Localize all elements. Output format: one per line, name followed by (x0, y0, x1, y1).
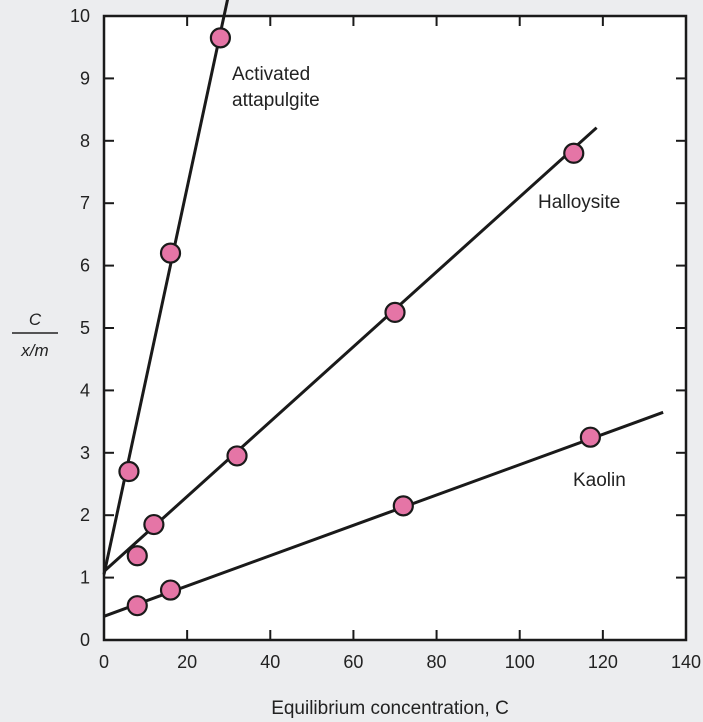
data-point (392, 495, 414, 517)
x-tick-label: 80 (427, 652, 447, 672)
data-point (384, 301, 406, 323)
plot-area-border (102, 14, 688, 642)
data-point (118, 460, 140, 483)
series-label: Kaolin (573, 470, 626, 491)
y-tick-label: 3 (80, 443, 90, 463)
y-axis-label-denominator: x/m (20, 341, 48, 360)
x-tick-label: 20 (177, 652, 197, 672)
y-tick-label: 4 (80, 380, 90, 400)
x-tick-label: 60 (343, 652, 363, 672)
y-tick-label: 9 (80, 68, 90, 88)
y-tick-label: 2 (80, 505, 90, 525)
plot-frame (102, 14, 688, 642)
data-markers (118, 27, 601, 617)
y-tick-label: 1 (80, 568, 90, 588)
y-tick-label: 0 (80, 630, 90, 650)
y-tick-label: 8 (80, 131, 90, 151)
data-point (159, 579, 182, 601)
data-point (126, 595, 148, 617)
fit-line (103, 410, 664, 618)
x-tick-label: 140 (671, 652, 701, 672)
y-tick-label: 6 (80, 256, 90, 276)
data-point (209, 27, 231, 49)
data-point (126, 545, 148, 567)
x-tick-label: 120 (588, 652, 618, 672)
x-tick-label: 0 (99, 652, 109, 672)
fit-line (102, 126, 598, 573)
y-tick-label: 7 (80, 193, 90, 213)
series-labels: Activated attapulgite Halloysite Kaolin (232, 64, 626, 491)
x-tick-label: 40 (260, 652, 280, 672)
y-tick-label: 10 (70, 6, 90, 26)
series-label: Activated (232, 64, 310, 85)
x-axis-label: Equilibrium concentration, C (271, 698, 509, 719)
series-label: Halloysite (538, 192, 620, 213)
axis-ticks: 0 20 40 60 80 100 120 140 0 1 2 3 4 5 6 7 8 9 10 (70, 6, 701, 672)
y-axis-label-numerator: C (29, 310, 42, 329)
data-point (563, 142, 585, 164)
data-point (579, 426, 601, 448)
data-point (159, 242, 182, 264)
x-tick-label: 100 (505, 652, 535, 672)
y-tick-label: 5 (80, 318, 90, 338)
series-label: attapulgite (232, 90, 320, 111)
data-point (143, 513, 165, 536)
data-point (226, 445, 248, 467)
